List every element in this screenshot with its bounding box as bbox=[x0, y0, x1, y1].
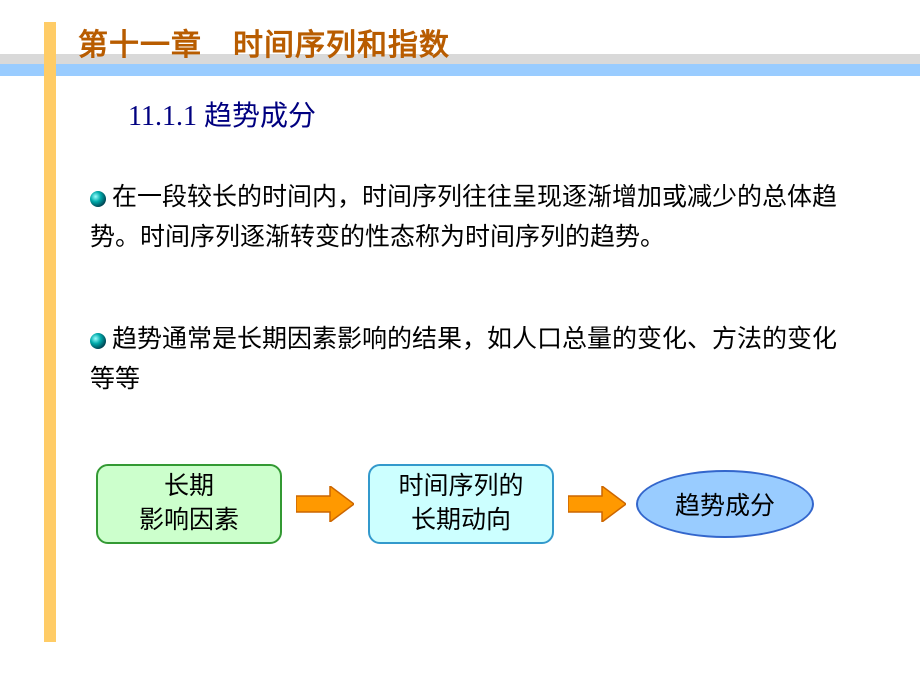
paragraph-1: 在一段较长的时间内，时间序列往往呈现逐渐增加或减少的总体趋势。时间序列逐渐转变的… bbox=[90, 178, 850, 258]
flow-ellipse-text: 趋势成分 bbox=[675, 486, 775, 522]
flow-box-long-term-factors: 长期 影响因素 bbox=[96, 464, 282, 544]
flow-box1-line2: 影响因素 bbox=[139, 504, 239, 538]
ribbon-blue bbox=[0, 64, 920, 76]
paragraph-2-text: 趋势通常是长期因素影响的结果，如人口总量的变化、方法的变化等等 bbox=[90, 326, 837, 393]
flow-box2-line2: 长期动向 bbox=[411, 504, 511, 538]
chapter-title: 第十一章 时间序列和指数 bbox=[78, 20, 450, 64]
flow-box1-line1: 长期 bbox=[164, 470, 214, 504]
flow-box2-line1: 时间序列的 bbox=[398, 470, 523, 504]
arrow-icon bbox=[568, 486, 626, 522]
globe-bullet-icon bbox=[90, 333, 106, 349]
arrow-icon bbox=[296, 486, 354, 522]
flow-ellipse-trend-component: 趋势成分 bbox=[636, 470, 814, 538]
flow-diagram: 长期 影响因素 时间序列的 长期动向 趋势成分 bbox=[96, 456, 856, 566]
paragraph-2: 趋势通常是长期因素影响的结果，如人口总量的变化、方法的变化等等 bbox=[90, 320, 850, 400]
paragraph-1-text: 在一段较长的时间内，时间序列往往呈现逐渐增加或减少的总体趋势。时间序列逐渐转变的… bbox=[90, 184, 837, 251]
left-bracket-decoration bbox=[44, 22, 56, 642]
globe-bullet-icon bbox=[90, 191, 106, 207]
section-title: 11.1.1 趋势成分 bbox=[128, 94, 316, 134]
flow-box-long-term-trend: 时间序列的 长期动向 bbox=[368, 464, 554, 544]
